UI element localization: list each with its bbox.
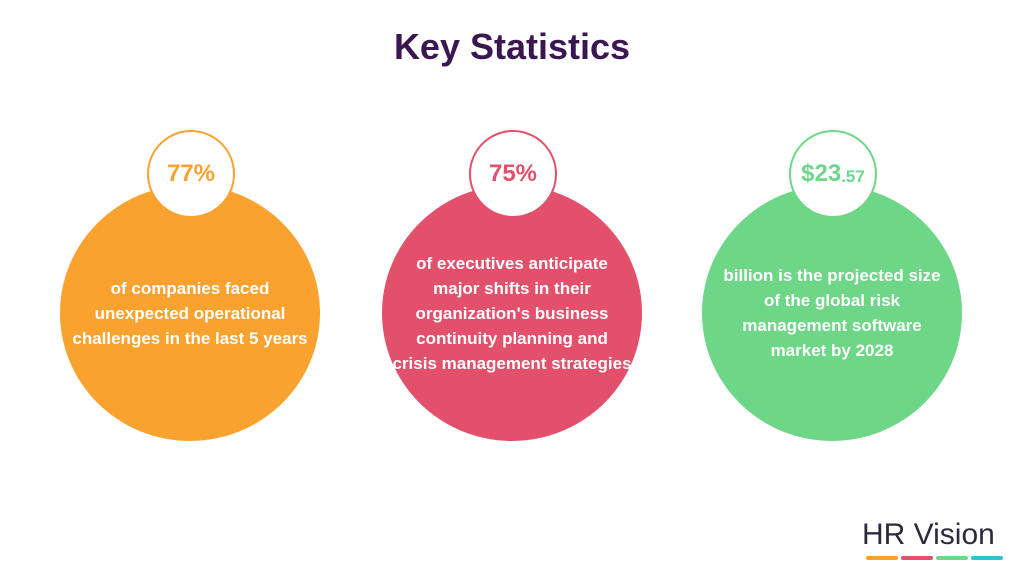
logo-dash — [901, 556, 933, 560]
stat-badge: 77% — [147, 130, 235, 218]
stat-value: 75% — [488, 160, 538, 187]
stat-badge: 75% — [469, 130, 557, 218]
stat-value: 77% — [166, 160, 216, 187]
logo: HR Vision — [862, 518, 995, 551]
stat-description: of companies faced unexpected operationa… — [72, 278, 308, 348]
logo-dash — [971, 556, 1003, 560]
stat-description: of executives anticipate major shifts in… — [392, 253, 632, 373]
stat-circle: of executives anticipate major shifts in… — [382, 185, 642, 441]
stat-badge: $23.57 — [789, 130, 877, 218]
stat-circle: billion is the projected size of the glo… — [702, 185, 962, 441]
title: Key Statistics — [393, 26, 631, 67]
stat-value-suffix: .57 — [841, 167, 865, 186]
stat-value: $23 — [801, 160, 842, 187]
stat-description: billion is the projected size of the glo… — [723, 266, 941, 360]
logo-dash — [936, 556, 968, 560]
stat-circle: of companies faced unexpected operationa… — [60, 185, 320, 441]
logo-dash — [866, 556, 898, 560]
